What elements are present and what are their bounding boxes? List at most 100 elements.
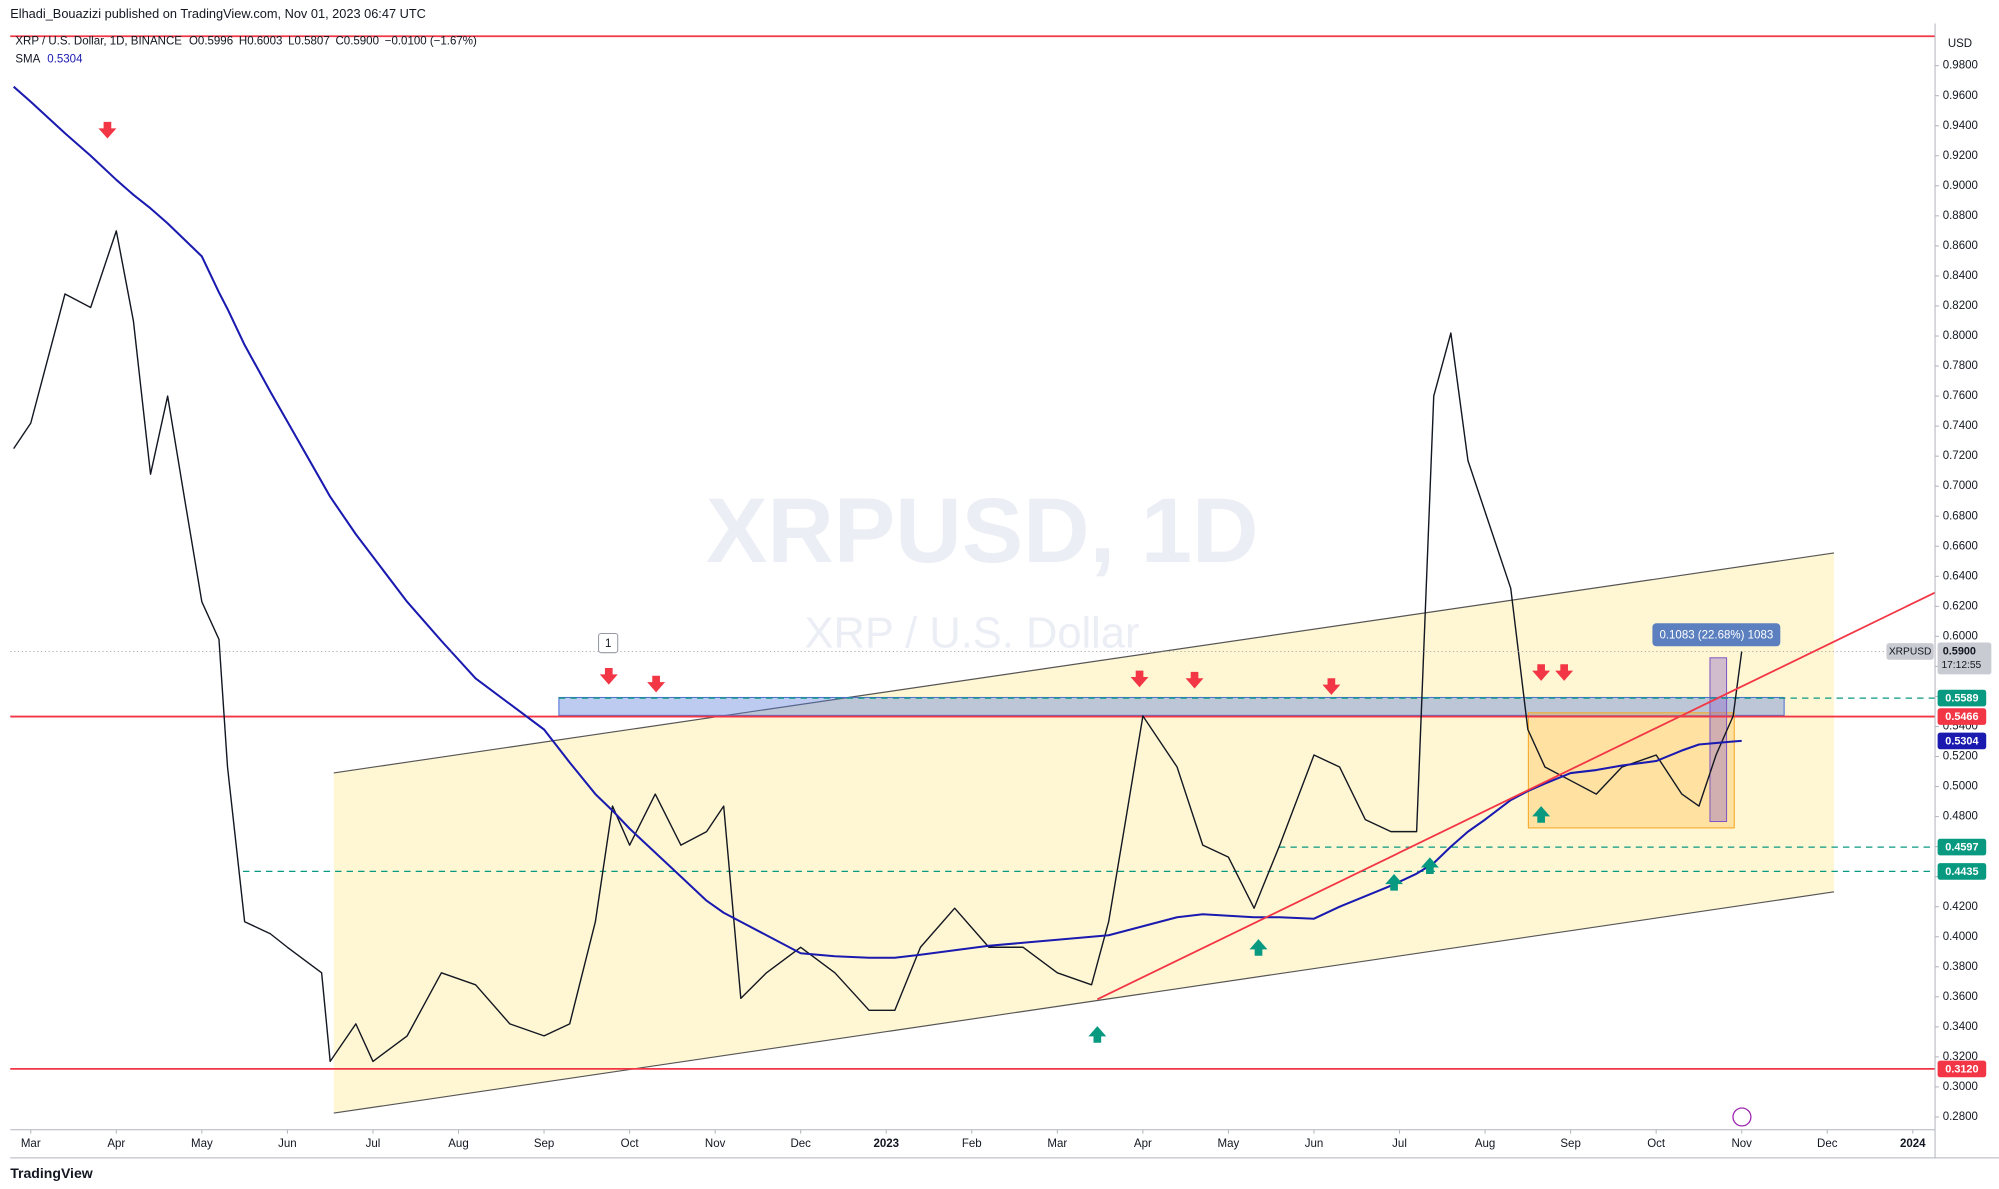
level-label-box	[1937, 838, 1987, 856]
level-label: 0.4597	[1945, 842, 1978, 854]
y-tick-label: 0.5200	[1943, 751, 1978, 763]
x-tick-label: Apr	[107, 1138, 125, 1150]
x-tick-label: Sep	[1560, 1138, 1580, 1150]
buy-arrow	[1420, 857, 1439, 874]
x-tick-label: Dec	[790, 1138, 811, 1150]
x-tick-label: Feb	[962, 1138, 982, 1150]
y-tick-label: 0.9800	[1943, 60, 1978, 72]
level-label-box	[1937, 689, 1987, 707]
symbol-label: XRPUSD	[1889, 647, 1932, 658]
watermark-subtitle: XRP / U.S. Dollar	[805, 610, 1140, 658]
level-label: 0.5304	[1945, 735, 1978, 747]
x-tick-label: Jun	[1305, 1138, 1324, 1150]
y-tick-label: 0.6800	[1943, 510, 1978, 522]
y-tick-label: 0.5000	[1943, 781, 1978, 793]
y-tick-label: 0.6400	[1943, 570, 1978, 582]
marker: 1	[605, 638, 611, 650]
y-tick-label: 0.6600	[1943, 540, 1978, 552]
measure-label-box	[1652, 623, 1781, 647]
countdown: 17:12:55	[1941, 660, 1981, 671]
level-label-box	[1937, 1060, 1987, 1078]
y-tick-label: 0.3000	[1943, 1081, 1978, 1093]
y-tick-label: 0.2800	[1943, 1111, 1978, 1123]
plot	[10, 85, 1936, 1070]
x-tick-label: Nov	[1731, 1138, 1752, 1150]
quote-label: H	[239, 35, 247, 47]
x-tick-label: Jun	[278, 1138, 297, 1150]
sell-arrow	[1322, 678, 1341, 695]
quote-value: 0.6003	[247, 35, 282, 47]
sma-line	[12, 85, 1742, 959]
event-icon[interactable]	[1732, 1107, 1752, 1127]
x-tick-label: Jul	[366, 1138, 381, 1150]
x-tick-label: 2024	[1900, 1138, 1926, 1150]
y-tick-label: 0.3600	[1943, 991, 1978, 1003]
sell-arrow	[1185, 671, 1204, 689]
watermark: XRPUSD, 1D	[706, 479, 1259, 582]
y-unit: USD	[1948, 38, 1972, 50]
y-tick-label: 0.3200	[1943, 1051, 1978, 1063]
range-box	[1527, 712, 1735, 829]
measure-label: 0.1083 (22.68%) 1083	[1659, 629, 1773, 641]
y-tick-label: 0.7400	[1943, 420, 1978, 432]
x-tick-label: Oct	[621, 1138, 640, 1150]
y-tick-label: 0.8800	[1943, 210, 1978, 222]
quote-change: −0.0100 (−1.67%)	[385, 35, 477, 47]
x-tick-label: May	[1218, 1138, 1240, 1150]
x-tick-label: Oct	[1647, 1138, 1666, 1150]
quote-value: 0.5996	[198, 35, 233, 47]
level-label-box	[1937, 708, 1987, 725]
y-tick-label: 0.6200	[1943, 600, 1978, 612]
x-tick-label: Dec	[1817, 1138, 1838, 1150]
symbol-title: XRP / U.S. Dollar, 1D, BINANCE	[15, 35, 182, 47]
level-label: 0.3120	[1945, 1063, 1978, 1075]
quote-value: 0.5900	[344, 35, 379, 47]
channel-top	[333, 552, 1835, 774]
sell-arrow	[1555, 664, 1574, 681]
y-tick-label: 0.4200	[1943, 901, 1978, 913]
y-tick-label: 0.9200	[1943, 150, 1978, 162]
quote-label: O	[189, 35, 198, 47]
y-tick-label: 0.7200	[1943, 450, 1978, 462]
level-label-box	[1937, 732, 1987, 750]
quote-label: C	[335, 35, 343, 47]
y-tick-label: 0.9000	[1943, 180, 1978, 192]
x-tick-label: Mar	[21, 1138, 41, 1150]
x-tick-label: Aug	[448, 1138, 468, 1150]
y-tick-label: 0.7800	[1943, 360, 1978, 372]
x-tick-label: Mar	[1047, 1138, 1067, 1150]
x-tick-label: 2023	[873, 1138, 899, 1150]
quote-label: L	[288, 35, 295, 47]
last-price-label: 0.5900	[1943, 645, 1976, 657]
buy-arrow	[1532, 806, 1551, 823]
y-tick-label: 0.6000	[1943, 630, 1978, 642]
axis-labels: 0.2800 0.3000 0.3200 0.3400 0.3600 0.3800 0.40…	[21, 60, 1992, 1150]
x-tick-label: May	[191, 1138, 213, 1150]
resistance-zone	[558, 696, 1785, 716]
y-tick-label: 0.4800	[1943, 811, 1978, 823]
y-tick-label: 0.8600	[1943, 240, 1978, 252]
sell-arrow	[599, 668, 618, 685]
sell-arrow	[98, 121, 117, 139]
sma-value: 0.5304	[47, 53, 83, 65]
sell-arrow	[1532, 664, 1551, 681]
quote-value: 0.5807	[295, 35, 330, 47]
publisher: Elhadi_Bouazizi published on TradingView…	[10, 6, 426, 21]
y-axis-panel	[1935, 0, 1999, 1158]
buy-arrow	[1385, 873, 1404, 891]
y-tick-label: 0.7000	[1943, 480, 1978, 492]
buy-arrow	[1249, 939, 1268, 956]
y-tick-label: 0.7600	[1943, 390, 1978, 402]
level-label: 0.5589	[1945, 693, 1978, 705]
y-tick-label: 0.9600	[1943, 90, 1978, 102]
sell-arrow	[1130, 670, 1149, 688]
y-tick-label: 0.8000	[1943, 330, 1978, 342]
last-price-box	[1937, 642, 1992, 675]
legend-sma: SMA 0.5304	[15, 53, 83, 65]
y-tick-label: 0.4000	[1943, 931, 1978, 943]
level-label: 0.4435	[1945, 866, 1978, 878]
x-tick-label: Apr	[1134, 1138, 1152, 1150]
